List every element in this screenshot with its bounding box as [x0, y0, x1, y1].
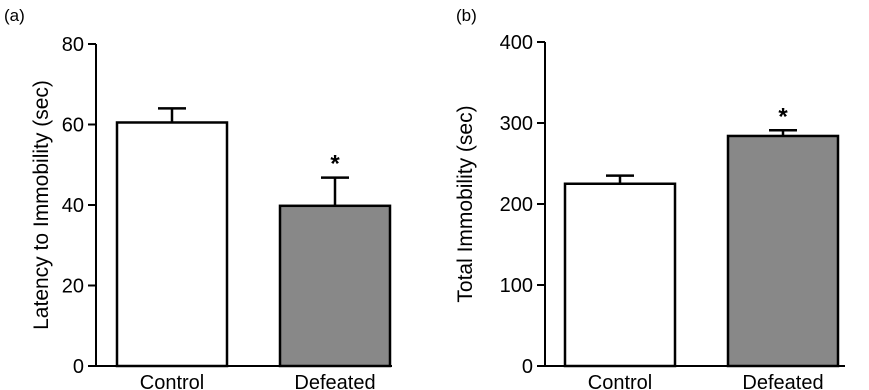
y-tick-label: 0	[73, 356, 84, 378]
y-axis-title: Total Immobility (sec)	[454, 105, 477, 302]
y-axis-title: Latency to Immobility (sec)	[30, 80, 53, 330]
chart-panel-b: (b) Total Immobility (sec) 0 100 200 300 400 Co…	[454, 6, 845, 390]
y-tick-label: 40	[62, 195, 84, 217]
bar-control	[115, 121, 229, 368]
y-tick-label: 300	[500, 113, 533, 135]
y-tick-label: 60	[62, 115, 84, 137]
bar-defeated	[278, 204, 392, 368]
x-category-label: Control	[588, 372, 652, 390]
y-tick-label: 20	[62, 276, 84, 298]
chart-panel-a: (a) Latency to Immobility (sec) 0 20 40 60 80 C…	[4, 6, 392, 390]
y-tick-label: 100	[500, 275, 533, 297]
panel-label: (b)	[456, 6, 477, 25]
significance-marker: *	[778, 103, 788, 130]
y-tick-label: 200	[500, 194, 533, 216]
y-tick-label: 0	[522, 356, 533, 378]
panel-label: (a)	[4, 6, 25, 25]
x-category-label: Defeated	[294, 372, 375, 390]
bar-control	[563, 182, 677, 368]
bar-defeated	[726, 134, 840, 368]
y-tick-label: 400	[500, 32, 533, 54]
x-category-label: Control	[140, 372, 204, 390]
x-category-label: Defeated	[742, 372, 823, 390]
y-tick-label: 80	[62, 34, 84, 56]
significance-marker: *	[330, 151, 340, 178]
